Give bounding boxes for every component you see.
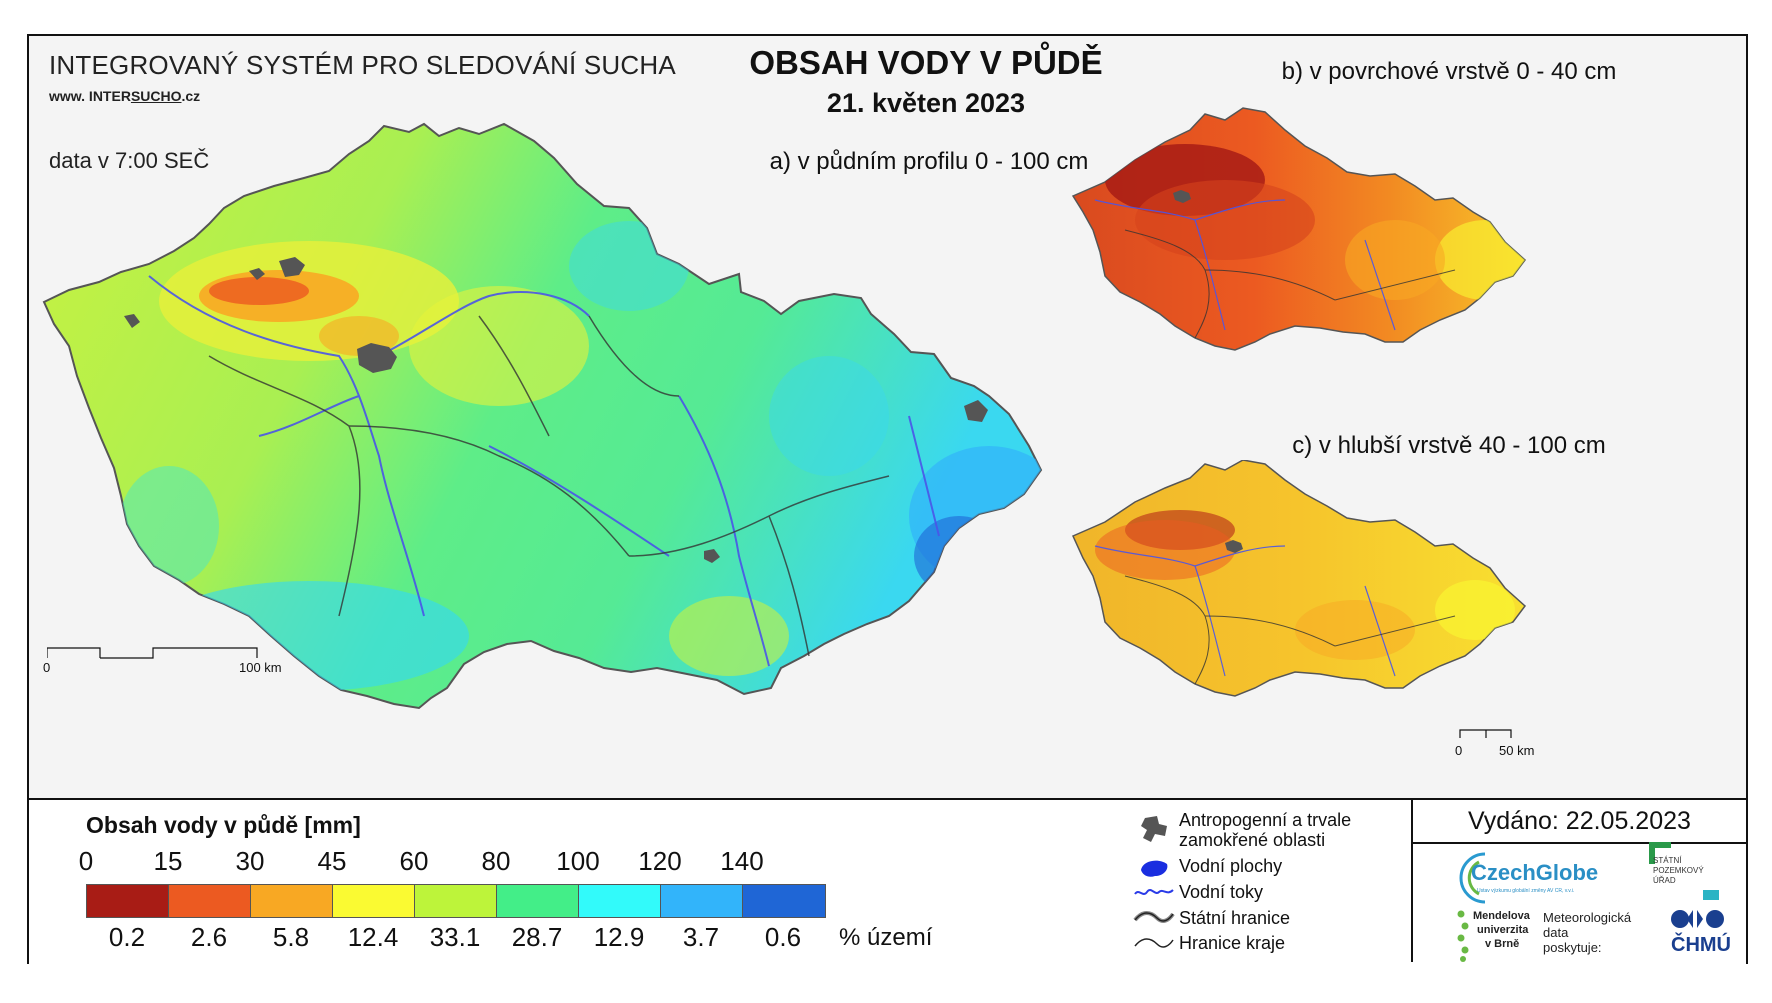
spu-logo-line1: STÁTNÍ xyxy=(1653,856,1682,865)
page-title: OBSAH VODY V PŮDĚ xyxy=(749,44,1103,81)
spu-logo-line2: POZEMKOVÝ xyxy=(1653,866,1704,875)
panel-a-title: a) v půdním profilu 0 - 100 cm xyxy=(769,148,1089,175)
legend-swatch xyxy=(169,885,251,917)
anthropogenic-area-icon xyxy=(1141,816,1167,842)
region-border-label: Hranice kraje xyxy=(1179,933,1286,953)
main-scalebar xyxy=(47,647,258,659)
small-scale-start: 0 xyxy=(1455,743,1463,758)
water-body-icon xyxy=(1141,860,1168,877)
system-name: INTEGROVANÝ SYSTÉM PRO SLEDOVÁNÍ SUCHA xyxy=(49,50,676,80)
legend-swatch xyxy=(661,885,743,917)
mendel-logo-line2: univerzita xyxy=(1477,924,1529,936)
met-data-line2: data xyxy=(1543,925,1569,940)
water-body-label: Vodní plochy xyxy=(1179,856,1283,876)
small-map-c xyxy=(1072,460,1527,697)
legend-percentage: 3.7 xyxy=(682,922,720,952)
legend-divider xyxy=(1411,800,1413,962)
legend-panel: Obsah vody v půdě [mm] 0 15 30 45 60 80 … xyxy=(29,798,1746,964)
panel-c-title: c) v hlubší vrstvě 40 - 100 cm xyxy=(1292,432,1606,459)
panel-b-title: b) v povrchové vrstvě 0 - 40 cm xyxy=(1281,58,1617,85)
spu-logo-icon xyxy=(1649,842,1671,864)
website-prefix: www. INTER xyxy=(49,88,131,104)
legend-percentage: 28.7 xyxy=(511,922,563,952)
czechglobe-subtitle: Ústav výzkumu globální změny AV ČR, v.v.… xyxy=(1477,888,1575,894)
mendel-logo-line1: Mendelova xyxy=(1473,910,1530,922)
spu-logo-accent xyxy=(1703,890,1719,900)
legend-break: 100 xyxy=(556,846,600,876)
legend-swatch xyxy=(333,885,415,917)
state-border-icon xyxy=(1133,911,1175,923)
website-suffix: .cz xyxy=(181,88,201,104)
data-time: data v 7:00 SEČ xyxy=(49,148,210,173)
state-border-label: Státní hranice xyxy=(1179,908,1291,928)
mendel-logo-icon xyxy=(1457,910,1469,962)
website-link[interactable]: www. INTERSUCHO.cz xyxy=(49,88,200,104)
legend-percentage: 12.9 xyxy=(593,922,645,952)
map-date: 21. květen 2023 xyxy=(826,88,1026,118)
legend-color-scale xyxy=(86,884,826,918)
small-scalebar xyxy=(1459,729,1512,738)
small-map-b xyxy=(1071,107,1527,351)
met-data-line1: Meteorologická xyxy=(1543,910,1632,925)
legend-percentage: 2.6 xyxy=(190,922,228,952)
legend-swatch xyxy=(579,885,661,917)
river-icon xyxy=(1134,889,1174,895)
main-scale-end: 100 km xyxy=(239,660,282,675)
mendel-logo-line3: v Brně xyxy=(1485,938,1520,950)
region-border-icon xyxy=(1134,938,1174,948)
legend-break: 120 xyxy=(638,846,682,876)
anthropogenic-label: Antropogenní a trvale zamokřené oblasti xyxy=(1179,810,1352,850)
legend-break: 15 xyxy=(153,846,183,876)
legend-swatch xyxy=(87,885,169,917)
main-map-a xyxy=(42,122,1043,710)
website-brand: SUCHO xyxy=(130,88,182,104)
legend-break: 140 xyxy=(720,846,764,876)
chmu-logo-icon xyxy=(1671,910,1724,928)
legend-percentage: 33.1 xyxy=(429,922,481,952)
map-area: INTEGROVANÝ SYSTÉM PRO SLEDOVÁNÍ SUCHA w… xyxy=(29,36,1746,798)
legend-swatch xyxy=(497,885,579,917)
legend-percentage: 12.4 xyxy=(347,922,399,952)
legend-percentage: 5.8 xyxy=(272,922,310,952)
spu-logo-line3: ÚŘAD xyxy=(1653,876,1676,885)
legend-swatch xyxy=(743,885,825,917)
small-scale-end: 50 km xyxy=(1499,743,1535,758)
czechglobe-logo-icon xyxy=(1459,852,1486,904)
legend-break: 60 xyxy=(399,846,429,876)
chmu-logo: ČHMÚ xyxy=(1671,934,1731,956)
czechglobe-logo: CzechGlobe xyxy=(1471,860,1599,885)
legend-break: 45 xyxy=(317,846,347,876)
main-scale-start: 0 xyxy=(43,660,51,675)
legend-break: 80 xyxy=(481,846,511,876)
legend-swatch xyxy=(251,885,333,917)
map-frame: INTEGROVANÝ SYSTÉM PRO SLEDOVÁNÍ SUCHA w… xyxy=(27,34,1748,964)
legend-break: 0 xyxy=(78,846,94,876)
river-label: Vodní toky xyxy=(1179,882,1264,902)
legend-percentage: 0.6 xyxy=(764,922,802,952)
met-data-line3: poskytuje: xyxy=(1543,940,1602,955)
legend-swatch xyxy=(415,885,497,917)
legend-title: Obsah vody v půdě [mm] xyxy=(86,812,361,838)
legend-percentage: 0.2 xyxy=(108,922,146,952)
legend-break: 30 xyxy=(235,846,265,876)
issued-date: Vydáno: 22.05.2023 xyxy=(1413,800,1746,844)
legend-percent-label: % území xyxy=(839,924,933,951)
